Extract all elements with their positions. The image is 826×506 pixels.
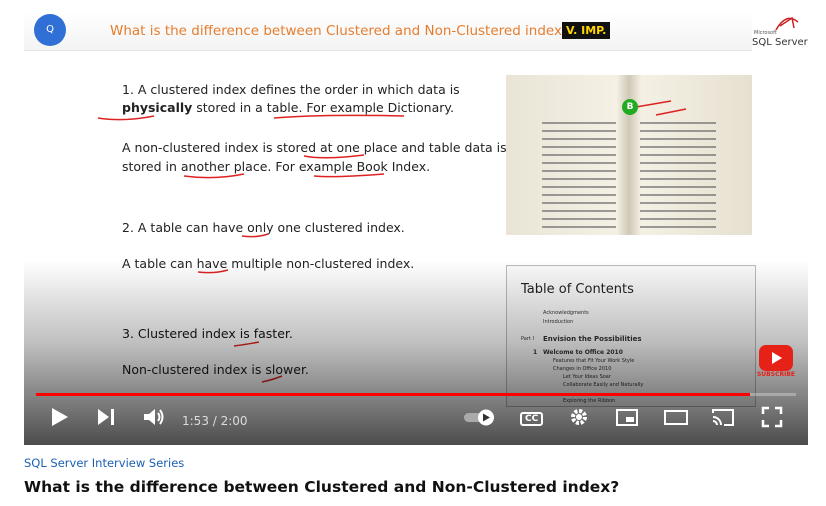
captions-button[interactable]: CC [520,412,544,426]
volume-button[interactable] [142,405,166,429]
theater-button[interactable] [662,405,690,429]
slide-line: stored in another place. For example Boo… [122,159,430,174]
dictionary-image: B [506,75,752,235]
channel-link[interactable]: SQL Server Interview Series [24,456,185,470]
cast-button[interactable] [710,405,736,429]
bold-text: physically [122,100,193,115]
subscribe-label: SUBSCRIBE [756,371,795,378]
time-display: 1:53 / 2:00 [182,414,248,428]
text: 2. A table can have only one clustered i… [122,220,405,235]
slide-header [24,12,752,51]
text: 3. Clustered index is faster. [122,326,293,341]
tag: V. IMP. [562,22,611,39]
slide-line: 3. Clustered index is faster. [122,326,293,341]
play-button[interactable] [48,405,70,429]
marker: B [622,99,638,115]
fullscreen-button[interactable] [760,405,784,429]
text: A non-clustered index is stored at one p… [122,140,507,155]
settings-button[interactable] [567,405,591,429]
progress-track[interactable] [36,393,796,396]
logo: SQL Server [752,37,808,48]
subscribe-button[interactable]: SUBSCRIBE [752,345,800,378]
text: 1. A clustered index defines the order i… [122,82,460,97]
badge: Q [34,14,66,46]
slide-title: What is the difference between Clustered… [110,23,570,39]
dictionary-text [542,100,716,228]
miniplayer-button[interactable] [614,405,640,429]
logo-icon [775,16,799,31]
next-button[interactable] [95,405,117,429]
text: stored in another place. For example Boo… [122,159,431,174]
autoplay-toggle[interactable] [462,405,498,429]
slide-line: 1. A clustered index defines the order i… [122,82,460,97]
slide-line: 2. A table can have only one clustered i… [122,220,405,235]
video-player[interactable]: Q What is the difference between Cluster… [24,0,808,445]
progress-played [36,393,751,396]
slide-line: A non-clustered index is stored at one p… [122,140,507,155]
slide-line: Non-clustered index is slower. [122,362,309,377]
text: stored in a table. For example Dictionar… [192,100,454,115]
text: Non-clustered index is slower. [122,362,309,377]
slide-line: physically stored in a table. For exampl… [122,100,454,115]
video-title: What is the difference between Clustered… [24,478,620,496]
logo-small: Microsoft [754,30,777,36]
